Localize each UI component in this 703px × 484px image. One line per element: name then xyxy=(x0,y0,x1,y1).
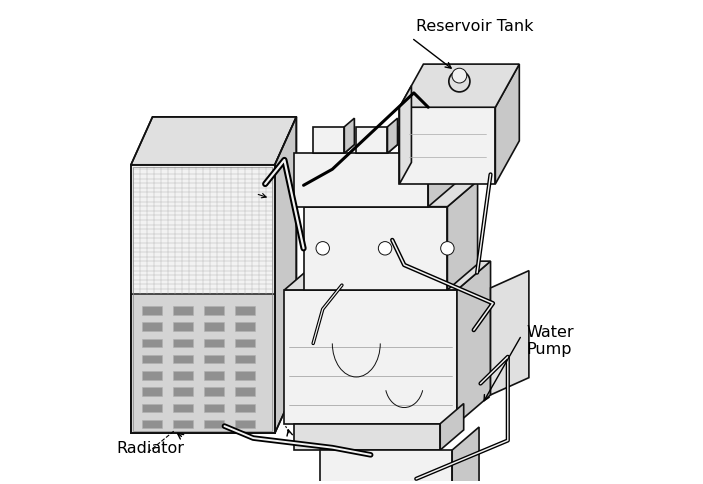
Polygon shape xyxy=(294,154,428,207)
Polygon shape xyxy=(313,128,344,154)
Polygon shape xyxy=(141,404,162,412)
Polygon shape xyxy=(304,207,447,290)
Polygon shape xyxy=(356,128,387,154)
Polygon shape xyxy=(204,339,224,348)
Polygon shape xyxy=(235,371,255,380)
Polygon shape xyxy=(173,323,193,331)
Polygon shape xyxy=(204,306,224,315)
Polygon shape xyxy=(141,420,162,429)
Polygon shape xyxy=(131,166,275,433)
Polygon shape xyxy=(235,355,255,363)
Polygon shape xyxy=(141,339,162,348)
Polygon shape xyxy=(235,306,255,315)
Polygon shape xyxy=(235,323,255,331)
Polygon shape xyxy=(443,145,484,154)
Polygon shape xyxy=(173,371,193,380)
Polygon shape xyxy=(275,118,297,433)
Polygon shape xyxy=(204,404,224,412)
Text: Reservoir Tank: Reservoir Tank xyxy=(416,19,534,34)
Circle shape xyxy=(449,72,470,93)
Polygon shape xyxy=(491,271,529,395)
Polygon shape xyxy=(173,404,193,412)
Polygon shape xyxy=(235,420,255,429)
Polygon shape xyxy=(173,420,193,429)
Circle shape xyxy=(441,242,454,256)
Polygon shape xyxy=(457,262,491,424)
Circle shape xyxy=(316,242,330,256)
Polygon shape xyxy=(235,404,255,412)
Polygon shape xyxy=(452,427,479,484)
Polygon shape xyxy=(141,355,162,363)
Polygon shape xyxy=(204,371,224,380)
Polygon shape xyxy=(204,388,224,396)
Polygon shape xyxy=(173,306,193,315)
Polygon shape xyxy=(285,290,457,424)
Polygon shape xyxy=(204,323,224,331)
Polygon shape xyxy=(496,65,520,184)
Polygon shape xyxy=(428,131,455,207)
Polygon shape xyxy=(173,388,193,396)
Polygon shape xyxy=(204,355,224,363)
Polygon shape xyxy=(447,182,477,290)
Polygon shape xyxy=(141,306,162,315)
Polygon shape xyxy=(235,339,255,348)
Polygon shape xyxy=(321,450,452,484)
Polygon shape xyxy=(131,118,297,166)
Polygon shape xyxy=(313,145,354,154)
Polygon shape xyxy=(399,65,520,108)
Circle shape xyxy=(378,242,392,256)
Polygon shape xyxy=(173,339,193,348)
Polygon shape xyxy=(399,128,431,154)
Polygon shape xyxy=(204,420,224,429)
Polygon shape xyxy=(399,108,496,184)
Polygon shape xyxy=(399,87,411,184)
Polygon shape xyxy=(356,145,397,154)
Polygon shape xyxy=(141,371,162,380)
Polygon shape xyxy=(141,388,162,396)
Circle shape xyxy=(452,69,467,84)
Polygon shape xyxy=(399,145,441,154)
Polygon shape xyxy=(294,424,440,450)
Polygon shape xyxy=(474,119,484,154)
Text: Water
Pump: Water Pump xyxy=(527,324,574,356)
Polygon shape xyxy=(285,262,491,290)
Polygon shape xyxy=(443,128,474,154)
Polygon shape xyxy=(387,119,397,154)
Text: Radiator: Radiator xyxy=(117,440,185,455)
Polygon shape xyxy=(131,294,275,433)
Polygon shape xyxy=(141,323,162,331)
Polygon shape xyxy=(431,119,441,154)
Polygon shape xyxy=(173,355,193,363)
Polygon shape xyxy=(344,119,354,154)
Polygon shape xyxy=(304,182,477,207)
Polygon shape xyxy=(235,388,255,396)
Polygon shape xyxy=(440,404,464,450)
